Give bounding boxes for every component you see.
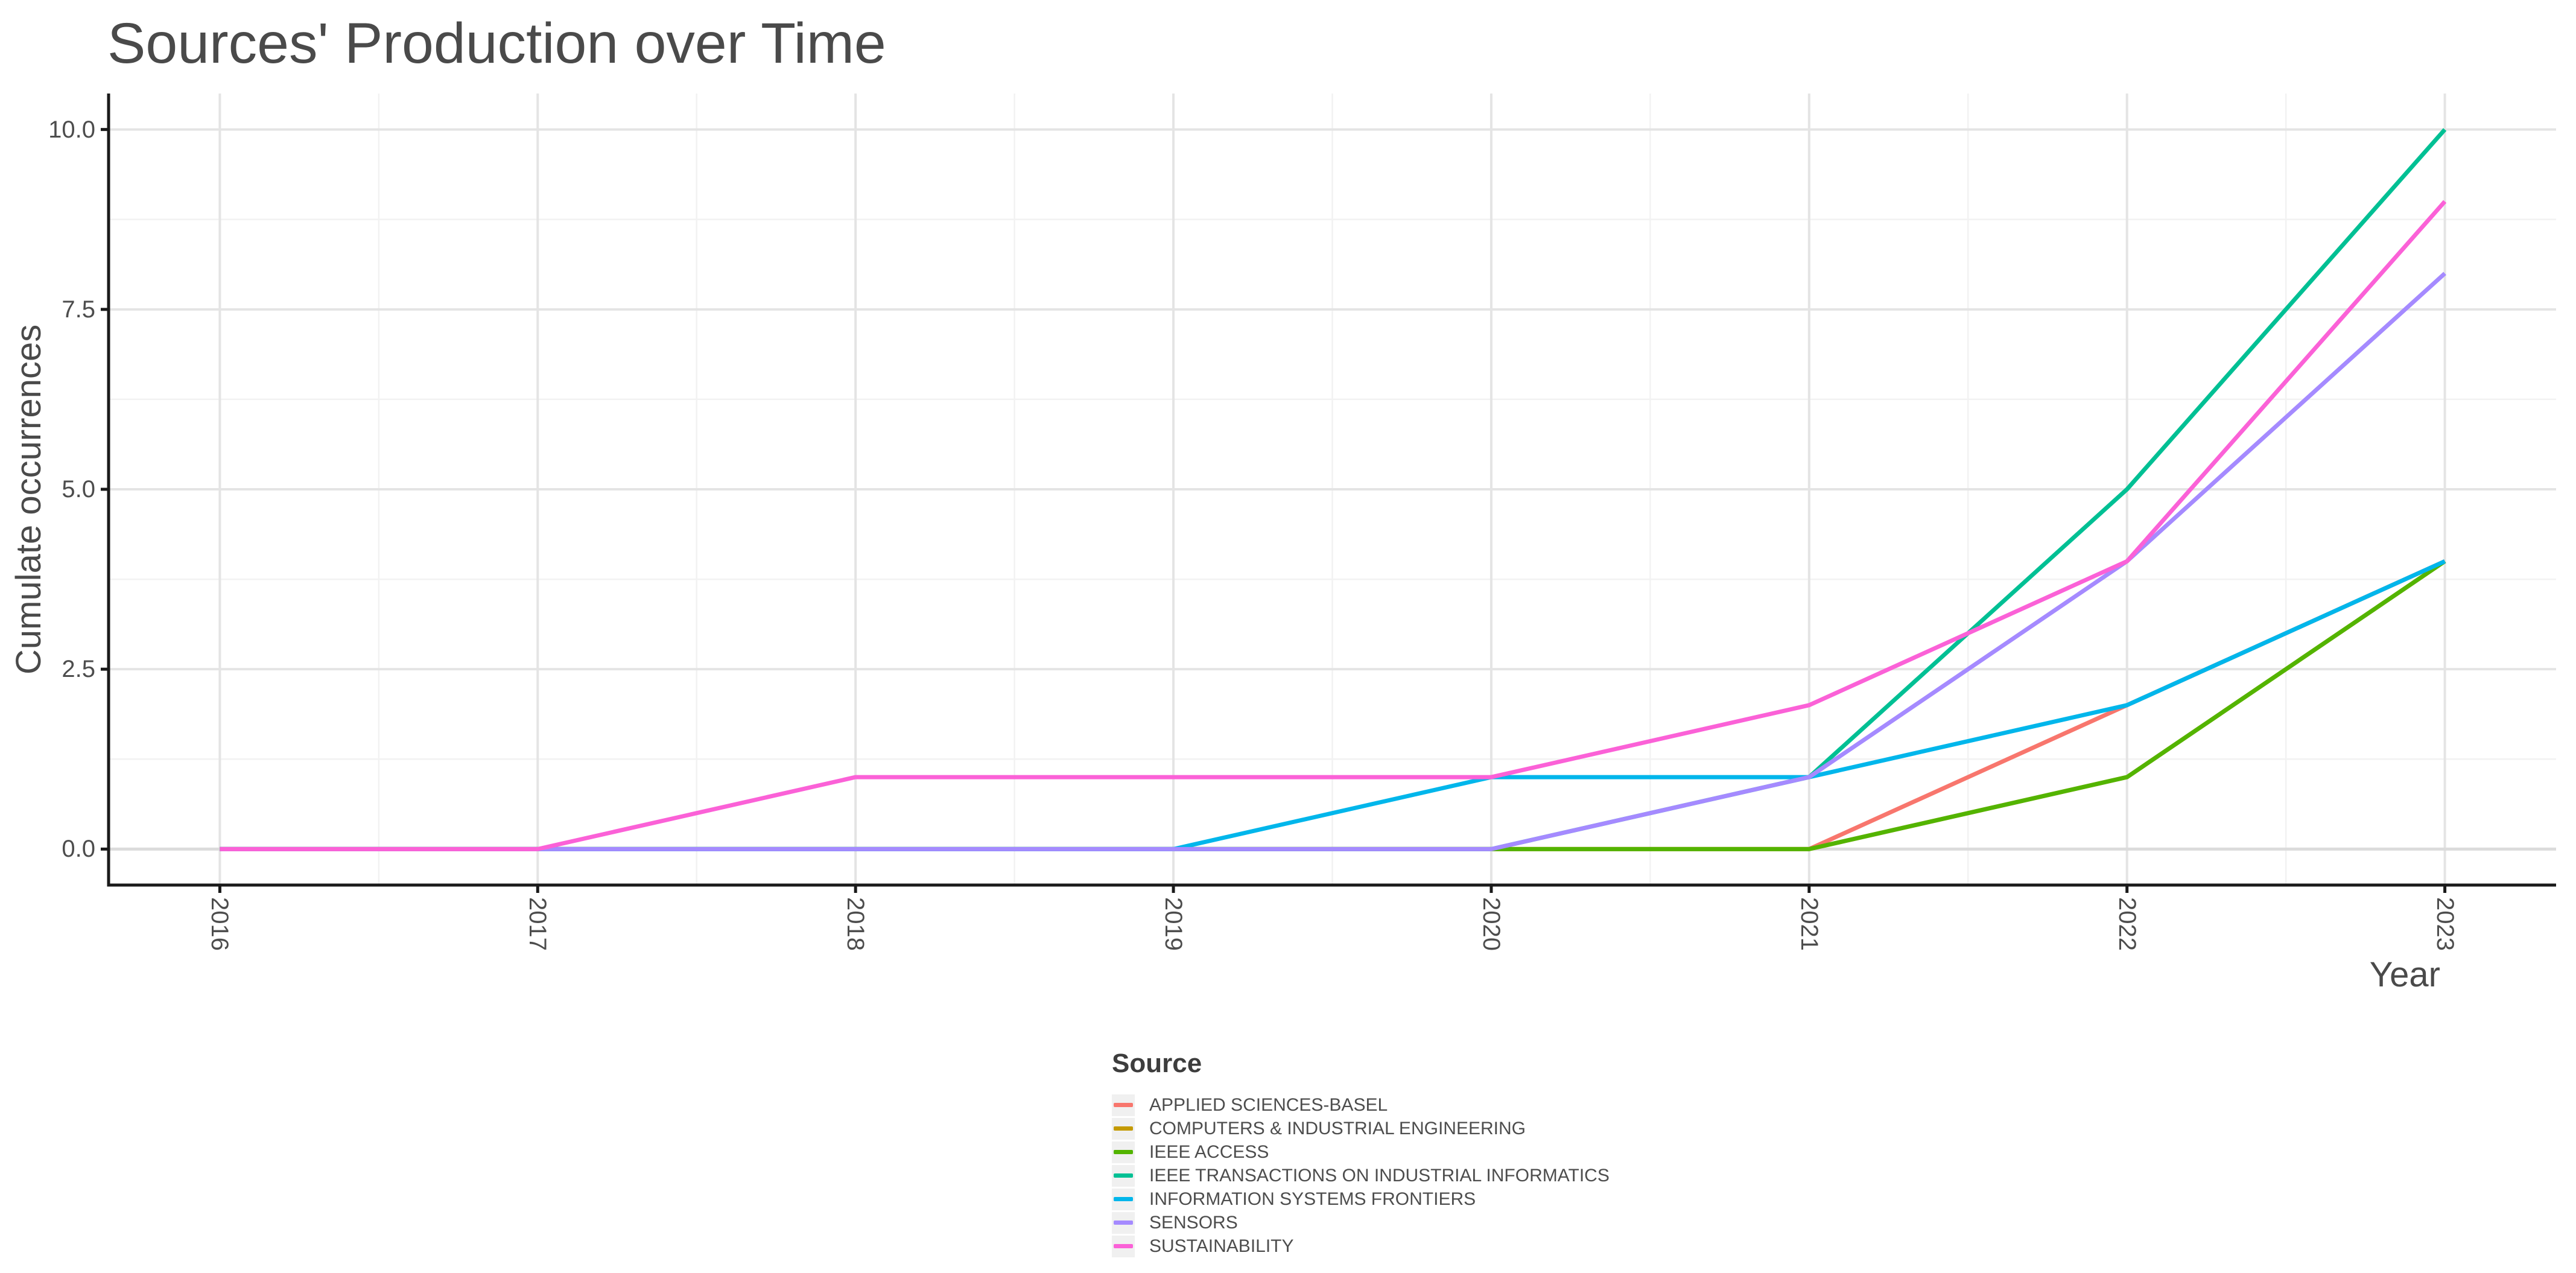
- y-tick-label: 7.5: [62, 296, 95, 323]
- legend-key-box: [1112, 1164, 1135, 1187]
- legend-label: COMPUTERS & INDUSTRIAL ENGINEERING: [1149, 1118, 1526, 1138]
- legend-color-swatch: [1114, 1103, 1133, 1107]
- legend-key-box: [1112, 1211, 1135, 1234]
- legend-item: SUSTAINABILITY: [1112, 1234, 1610, 1258]
- legend-color-swatch: [1114, 1150, 1133, 1154]
- series-line-sensors: [220, 271, 2446, 851]
- series-line-sustainability: [220, 200, 2447, 851]
- legend-label: APPLIED SCIENCES-BASEL: [1149, 1094, 1388, 1115]
- legend-key-box: [1112, 1094, 1135, 1116]
- legend-label: IEEE TRANSACTIONS ON INDUSTRIAL INFORMAT…: [1149, 1165, 1610, 1186]
- legend-key-box: [1112, 1117, 1135, 1140]
- legend-key-box: [1112, 1141, 1135, 1163]
- legend-item: COMPUTERS & INDUSTRIAL ENGINEERING: [1112, 1117, 1610, 1140]
- line-chart-canvas: [101, 94, 2556, 893]
- y-axis-title: Cumulate occurrences: [9, 324, 48, 675]
- x-tick-label: 2021: [1795, 897, 1823, 951]
- legend-title: Source: [1112, 1049, 1202, 1078]
- x-tick-label: 2017: [524, 897, 551, 951]
- legend-color-swatch: [1114, 1221, 1133, 1225]
- x-tick-label: 2016: [206, 897, 233, 951]
- x-tick-label: 2023: [2431, 897, 2458, 951]
- y-tick-label: 5.0: [62, 476, 95, 503]
- y-tick-label: 10.0: [48, 116, 95, 143]
- legend-label: SUSTAINABILITY: [1149, 1236, 1294, 1256]
- legend-color-swatch: [1114, 1244, 1133, 1248]
- legend-label: INFORMATION SYSTEMS FRONTIERS: [1149, 1189, 1476, 1209]
- legend-item: INFORMATION SYSTEMS FRONTIERS: [1112, 1187, 1610, 1211]
- legend-label: SENSORS: [1149, 1212, 1238, 1233]
- x-tick-label: 2020: [1477, 897, 1505, 951]
- legend-color-swatch: [1114, 1126, 1133, 1131]
- legend-color-swatch: [1114, 1197, 1133, 1201]
- legend-item: SENSORS: [1112, 1211, 1610, 1234]
- legend-key-box: [1112, 1188, 1135, 1210]
- legend-key-box: [1112, 1235, 1135, 1257]
- x-tick-label: 2022: [2113, 897, 2140, 951]
- legend-item: IEEE TRANSACTIONS ON INDUSTRIAL INFORMAT…: [1112, 1164, 1610, 1187]
- x-tick-label: 2018: [842, 897, 869, 951]
- y-tick-label: 2.5: [62, 656, 95, 683]
- chart-legend: Source APPLIED SCIENCES-BASEL COMPUTERS &…: [1112, 1049, 1610, 1258]
- legend-item: IEEE ACCESS: [1112, 1140, 1610, 1164]
- legend-rows: APPLIED SCIENCES-BASEL COMPUTERS & INDUST…: [1112, 1093, 1610, 1258]
- x-tick-label: 2019: [1160, 897, 1187, 951]
- y-tick-label: 0.0: [62, 836, 95, 863]
- legend-color-swatch: [1114, 1173, 1133, 1178]
- x-axis-title: Year: [2369, 955, 2440, 994]
- page-title: Sources' Production over Time: [107, 11, 886, 75]
- legend-label: IEEE ACCESS: [1149, 1141, 1269, 1162]
- legend-item: APPLIED SCIENCES-BASEL: [1112, 1093, 1610, 1117]
